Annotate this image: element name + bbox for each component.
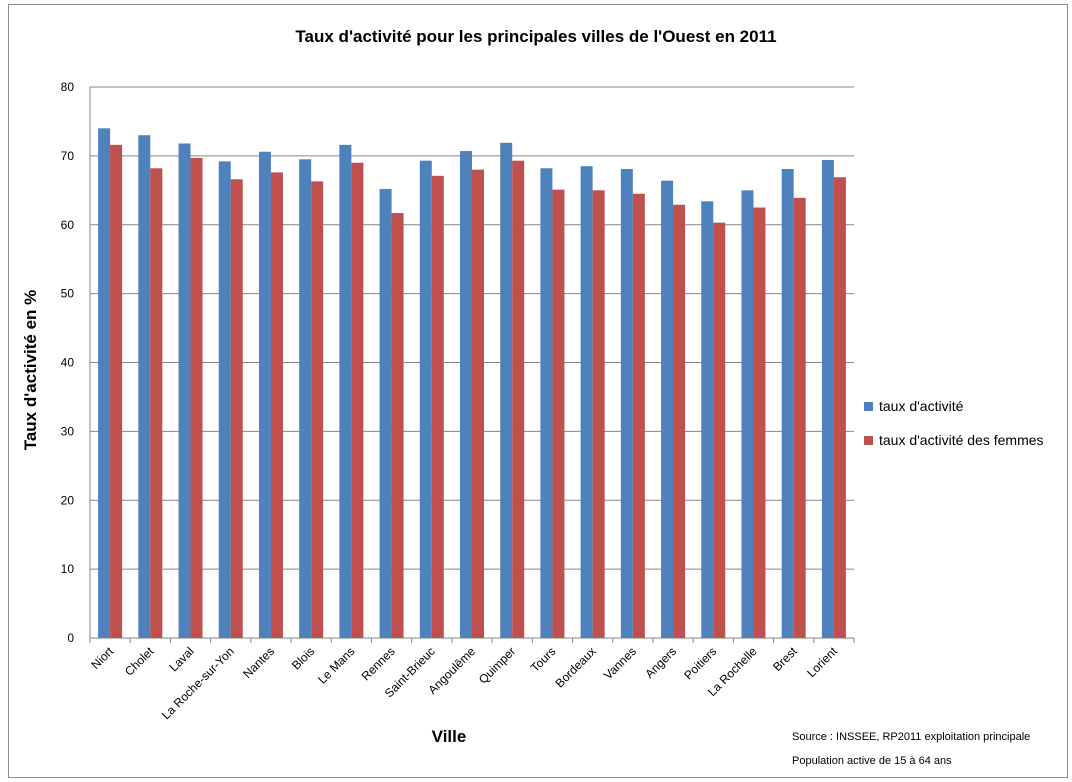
bar-series-2 bbox=[673, 204, 686, 638]
source-note: Source : INSSEE, RP2011 exploitation pri… bbox=[792, 731, 1031, 743]
bar-series-1 bbox=[98, 128, 111, 638]
legend: taux d'activité taux d'activité des femm… bbox=[864, 396, 1044, 464]
bar-series-2 bbox=[592, 190, 605, 638]
y-tick-label: 30 bbox=[61, 424, 75, 438]
x-tick-label: Brest bbox=[770, 644, 800, 674]
bar-series-2 bbox=[632, 193, 645, 638]
bar-series-1 bbox=[339, 144, 352, 639]
x-tick-label: Tours bbox=[528, 644, 559, 675]
bar-series-1 bbox=[701, 201, 714, 638]
x-tick-label: Rennes bbox=[359, 644, 398, 683]
x-tick-label: Blois bbox=[289, 644, 317, 672]
bar-series-1 bbox=[821, 160, 834, 638]
bar-series-1 bbox=[419, 160, 432, 639]
bar-series-1 bbox=[781, 168, 794, 638]
bar-series-1 bbox=[178, 143, 191, 639]
bar-series-2 bbox=[190, 157, 203, 638]
bar-series-2 bbox=[150, 168, 163, 638]
bar-series-2 bbox=[351, 162, 364, 638]
legend-swatch-series-1 bbox=[864, 401, 873, 411]
bar-series-1 bbox=[218, 161, 231, 638]
bar-series-1 bbox=[379, 188, 392, 638]
x-tick-label: Nantes bbox=[240, 644, 277, 681]
x-tick-label: Poitiers bbox=[681, 644, 719, 682]
bar-series-1 bbox=[460, 151, 472, 638]
bar-series-2 bbox=[753, 207, 766, 638]
bar-series-2 bbox=[552, 189, 565, 638]
bar-series-1 bbox=[620, 168, 633, 638]
bar-series-1 bbox=[540, 168, 553, 638]
legend-item-series-2: taux d'activité des femmes bbox=[864, 430, 1044, 450]
bar-series-2 bbox=[833, 177, 846, 638]
bar-series-1 bbox=[580, 166, 593, 639]
bar-series-2 bbox=[311, 181, 324, 638]
bar-series-2 bbox=[793, 197, 806, 639]
population-note: Population active de 15 à 64 ans bbox=[792, 755, 952, 767]
bar-series-1 bbox=[661, 180, 674, 639]
bar-series-2 bbox=[110, 144, 123, 639]
bar-series-1 bbox=[741, 190, 754, 638]
x-tick-label: Angers bbox=[642, 644, 679, 681]
x-tick-label: Le Mans bbox=[315, 644, 357, 686]
bar-series-1 bbox=[500, 142, 513, 638]
x-tick-label: Lorient bbox=[804, 644, 840, 680]
x-tick-label: La Roche-sur-Yon bbox=[159, 644, 237, 722]
bar-series-1 bbox=[138, 135, 151, 638]
bar-series-1 bbox=[299, 159, 312, 638]
y-tick-label: 80 bbox=[61, 80, 75, 94]
legend-label-series-1: taux d'activité bbox=[879, 398, 964, 414]
x-tick-label: Cholet bbox=[122, 644, 157, 679]
x-axis-label: Ville bbox=[431, 727, 467, 746]
x-tick-label: Bordeaux bbox=[553, 644, 599, 690]
legend-swatch-series-2 bbox=[864, 435, 873, 445]
bar-series-2 bbox=[270, 172, 283, 638]
y-tick-label: 70 bbox=[61, 149, 75, 163]
x-tick-label: Vannes bbox=[601, 644, 639, 682]
bar-series-2 bbox=[391, 213, 404, 638]
legend-label-series-2: taux d'activité des femmes bbox=[879, 432, 1044, 448]
chart-title: Taux d'activité pour les principales vil… bbox=[295, 27, 777, 46]
y-tick-label: 10 bbox=[61, 562, 75, 576]
y-tick-label: 20 bbox=[61, 493, 75, 507]
x-tick-label: Niort bbox=[88, 644, 116, 672]
y-tick-label: 0 bbox=[67, 631, 74, 645]
y-tick-label: 40 bbox=[61, 356, 75, 370]
bar-series-1 bbox=[258, 151, 271, 638]
bar-series-2 bbox=[230, 179, 243, 639]
y-tick-label: 50 bbox=[61, 287, 75, 301]
bar-series-2 bbox=[512, 160, 525, 639]
bar-series-2 bbox=[472, 169, 484, 638]
bar-series-2 bbox=[713, 222, 726, 638]
x-tick-label: Laval bbox=[166, 644, 196, 674]
x-tick-label: Quimper bbox=[476, 644, 518, 686]
legend-item-series-1: taux d'activité bbox=[864, 396, 1044, 416]
y-tick-label: 60 bbox=[61, 218, 75, 232]
bar-series-2 bbox=[431, 175, 444, 638]
